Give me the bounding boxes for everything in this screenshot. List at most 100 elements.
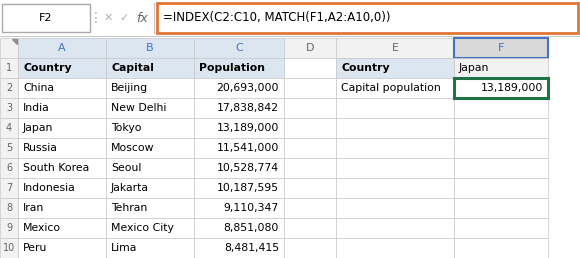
Bar [454, 238, 548, 258]
Text: Japan: Japan [459, 63, 490, 73]
Bar [18, 158, 106, 178]
Bar [284, 218, 336, 238]
Text: 8: 8 [6, 203, 12, 213]
Text: A: A [58, 43, 66, 53]
Bar [454, 78, 548, 98]
Text: 4: 4 [6, 123, 12, 133]
Bar [0, 198, 18, 218]
Text: 9,110,347: 9,110,347 [224, 203, 279, 213]
Bar [106, 238, 194, 258]
Bar [106, 78, 194, 98]
Text: E: E [392, 43, 398, 53]
Text: Tehran: Tehran [111, 203, 147, 213]
Bar [284, 78, 336, 98]
Text: 7: 7 [6, 183, 12, 193]
Bar [18, 178, 106, 198]
Text: 10: 10 [3, 243, 15, 253]
Bar [0, 98, 18, 118]
Bar [454, 98, 548, 118]
Bar [284, 118, 336, 138]
Text: Capital: Capital [111, 63, 154, 73]
Text: India: India [23, 103, 50, 113]
Bar [284, 158, 336, 178]
Bar [18, 198, 106, 218]
Bar [106, 218, 194, 238]
Bar [18, 118, 106, 138]
Bar [194, 118, 284, 138]
Bar [0, 178, 18, 198]
Bar [284, 58, 336, 78]
Bar [18, 58, 106, 78]
Text: 3: 3 [6, 103, 12, 113]
Bar [336, 138, 454, 158]
Text: Tokyo: Tokyo [111, 123, 142, 133]
Bar [0, 238, 18, 258]
Bar [106, 98, 194, 118]
Bar [454, 78, 548, 98]
Text: South Korea: South Korea [23, 163, 89, 173]
Bar [454, 138, 548, 158]
Bar [106, 138, 194, 158]
Bar [18, 218, 106, 238]
Bar [106, 158, 194, 178]
Bar [336, 38, 454, 58]
Bar [336, 198, 454, 218]
Bar [336, 98, 454, 118]
Bar [336, 158, 454, 178]
Text: Seoul: Seoul [111, 163, 142, 173]
Text: 10,528,774: 10,528,774 [217, 163, 279, 173]
Text: 20,693,000: 20,693,000 [216, 83, 279, 93]
Bar [106, 118, 194, 138]
Text: =INDEX(C2:C10, MATCH(F1,A2:A10,0)): =INDEX(C2:C10, MATCH(F1,A2:A10,0)) [163, 12, 390, 25]
Bar [194, 158, 284, 178]
Bar [454, 58, 548, 78]
Text: fx: fx [136, 12, 148, 25]
Bar [194, 58, 284, 78]
Bar [0, 58, 18, 78]
Text: Indonesia: Indonesia [23, 183, 76, 193]
Text: Country: Country [341, 63, 390, 73]
Text: Jakarta: Jakarta [111, 183, 149, 193]
Bar [194, 138, 284, 158]
Text: Mexico: Mexico [23, 223, 61, 233]
Bar [454, 178, 548, 198]
Bar [284, 198, 336, 218]
Bar [284, 38, 336, 58]
Bar [106, 198, 194, 218]
Bar [2, 4, 90, 32]
Text: Russia: Russia [23, 143, 58, 153]
Bar [194, 198, 284, 218]
Bar [0, 118, 18, 138]
Bar [284, 178, 336, 198]
Text: 1: 1 [6, 63, 12, 73]
Text: Population: Population [199, 63, 265, 73]
Bar [194, 38, 284, 58]
Text: 5: 5 [6, 143, 12, 153]
Text: Peru: Peru [23, 243, 48, 253]
Text: 17,838,842: 17,838,842 [217, 103, 279, 113]
Text: 9: 9 [6, 223, 12, 233]
Bar [336, 118, 454, 138]
Bar [454, 218, 548, 238]
Text: ✕: ✕ [103, 13, 113, 23]
Bar [0, 138, 18, 158]
Text: Country: Country [23, 63, 71, 73]
Polygon shape [12, 39, 17, 44]
Text: Lima: Lima [111, 243, 137, 253]
Text: 8,481,415: 8,481,415 [224, 243, 279, 253]
Bar [194, 238, 284, 258]
Text: F: F [498, 43, 504, 53]
Bar [336, 58, 454, 78]
Text: Capital population: Capital population [341, 83, 441, 93]
Text: D: D [306, 43, 314, 53]
Text: 8,851,080: 8,851,080 [224, 223, 279, 233]
Text: B: B [146, 43, 154, 53]
Bar [0, 0, 580, 36]
Bar [194, 218, 284, 238]
Text: 11,541,000: 11,541,000 [216, 143, 279, 153]
Text: Japan: Japan [23, 123, 53, 133]
Bar [284, 238, 336, 258]
Bar [454, 38, 548, 58]
Bar [0, 218, 18, 238]
Bar [454, 158, 548, 178]
